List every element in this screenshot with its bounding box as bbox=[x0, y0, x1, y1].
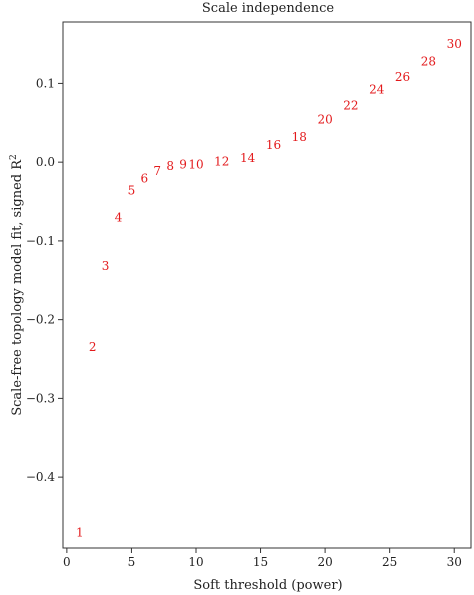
y-tick-label: 0.0 bbox=[36, 155, 55, 169]
x-tick-label: 25 bbox=[382, 555, 397, 569]
plot-area-frame bbox=[62, 21, 472, 549]
data-point-label: 16 bbox=[266, 138, 281, 152]
data-point-label: 6 bbox=[141, 172, 149, 186]
x-axis: 0 5 10 15 20 25 30 bbox=[63, 548, 462, 569]
data-point-label: 4 bbox=[115, 210, 123, 224]
y-tick-label: −0.1 bbox=[26, 234, 55, 248]
data-point-label: 14 bbox=[240, 151, 256, 165]
data-point-label: 24 bbox=[369, 83, 385, 97]
x-tick-label: 10 bbox=[188, 555, 203, 569]
data-point-label: 3 bbox=[102, 259, 110, 273]
y-tick-label: −0.3 bbox=[26, 391, 55, 405]
data-point-label: 9 bbox=[179, 158, 187, 172]
y-axis-title: Scale-free topology model fit, signed R2 bbox=[9, 154, 25, 416]
data-point-label: 26 bbox=[395, 70, 410, 84]
data-point-label: 2 bbox=[89, 340, 97, 354]
data-point-label: 28 bbox=[421, 54, 436, 68]
y-axis: −0.4 −0.3 −0.2 −0.1 0.0 0.1 bbox=[26, 76, 63, 484]
x-tick-label: 30 bbox=[447, 555, 462, 569]
data-point-label: 20 bbox=[317, 113, 332, 127]
data-point-label: 1 bbox=[76, 525, 84, 539]
data-point-label: 30 bbox=[447, 37, 462, 51]
data-point-label: 12 bbox=[214, 154, 229, 168]
y-axis-title-superscript: 2 bbox=[9, 154, 19, 160]
x-tick-label: 5 bbox=[128, 555, 136, 569]
y-tick-label: −0.4 bbox=[26, 470, 56, 484]
x-tick-label: 20 bbox=[317, 555, 332, 569]
x-tick-label: 0 bbox=[63, 555, 71, 569]
y-tick-label: 0.1 bbox=[36, 76, 55, 90]
chart-title: Scale independence bbox=[202, 1, 335, 16]
data-point-label: 10 bbox=[188, 158, 203, 172]
data-point-label: 18 bbox=[292, 130, 307, 144]
y-tick-label: −0.2 bbox=[26, 313, 55, 327]
data-point-label: 7 bbox=[153, 164, 161, 178]
y-axis-title-text: Scale-free topology model fit, signed R bbox=[10, 159, 25, 416]
data-point-label: 5 bbox=[128, 184, 136, 198]
x-tick-label: 15 bbox=[253, 555, 268, 569]
data-point-label: 22 bbox=[343, 98, 358, 112]
data-point-label: 8 bbox=[166, 159, 174, 173]
x-axis-title: Soft threshold (power) bbox=[193, 578, 342, 593]
